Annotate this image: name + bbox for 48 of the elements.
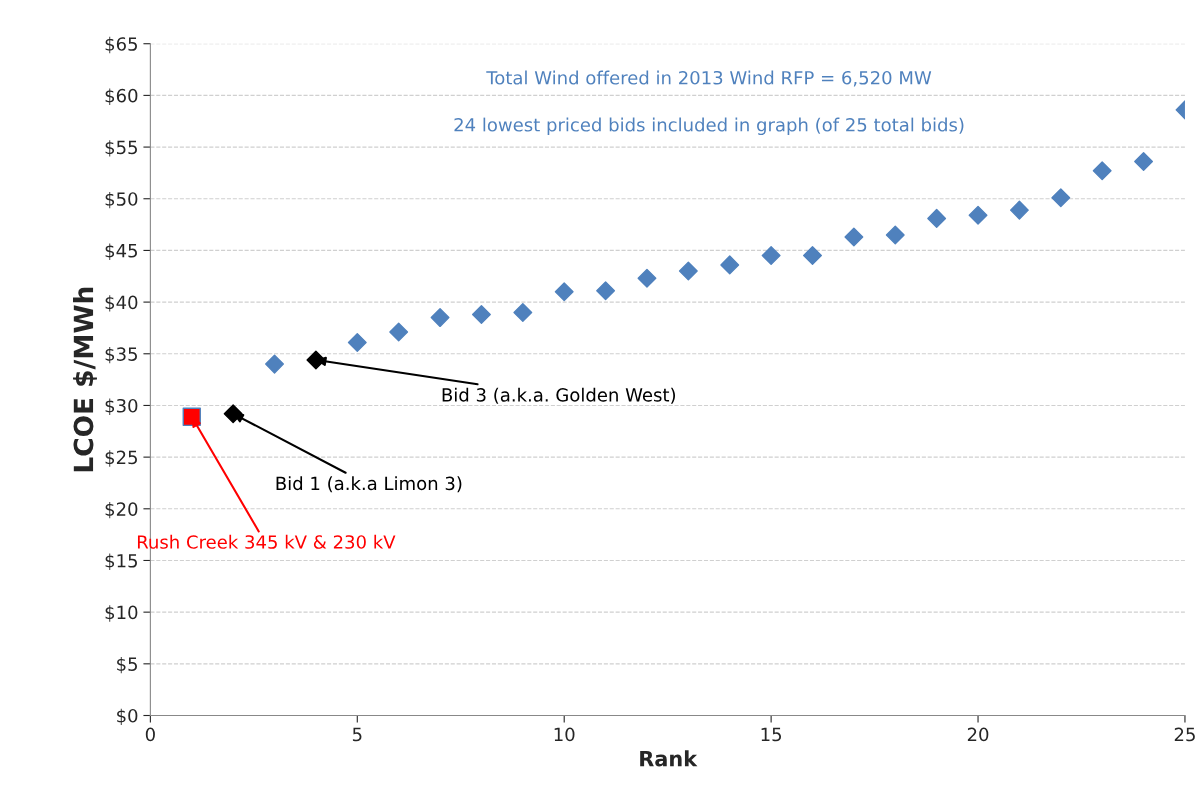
point xyxy=(720,255,740,275)
y-tick-label: $40 xyxy=(105,295,138,312)
x-tick-label: 25 xyxy=(1174,727,1195,742)
y-tick-label: $5 xyxy=(117,656,137,674)
point xyxy=(1009,200,1029,220)
y-tick-label: $10 xyxy=(105,605,138,622)
annotation: Bid 3 (a.k.a. Golden West) xyxy=(442,387,676,404)
x-tick-label: 20 xyxy=(967,727,989,742)
point xyxy=(347,332,367,352)
y-axis-title: LCOE $/MWh xyxy=(73,287,97,472)
point xyxy=(885,225,905,245)
x-tick-label: 10 xyxy=(554,727,575,742)
y-tick-label: $55 xyxy=(105,140,137,157)
point xyxy=(927,208,947,228)
point xyxy=(554,282,574,302)
y-tick-label: $65 xyxy=(105,36,137,54)
point xyxy=(968,205,988,225)
x-axis-title: Rank xyxy=(640,750,698,767)
y-tick-label: $50 xyxy=(105,191,138,209)
annotation: Bid 1 (a.k.a Limon 3) xyxy=(276,476,462,493)
point xyxy=(637,268,657,288)
point xyxy=(761,246,781,266)
point xyxy=(513,302,533,322)
y-tick-label: $45 xyxy=(105,243,137,260)
point xyxy=(596,281,616,301)
point xyxy=(1092,161,1112,181)
point xyxy=(678,261,698,281)
annotation: 24 lowest priced bids included in graph (of 25 total bids) xyxy=(454,117,964,136)
point xyxy=(265,354,285,374)
point xyxy=(803,246,822,266)
x-tick-label: 5 xyxy=(352,727,362,742)
point xyxy=(430,308,450,328)
y-tick-label: $35 xyxy=(105,346,137,364)
y-tick-label: $60 xyxy=(105,88,138,105)
y-tick-label: $25 xyxy=(105,450,137,467)
point xyxy=(471,305,491,324)
annotation: Rush Creek 345 kV & 230 kV xyxy=(137,534,396,549)
point xyxy=(1051,188,1071,208)
y-tick-label: $20 xyxy=(105,501,138,519)
y-tick-label: $15 xyxy=(105,553,137,570)
x-tick-label: 15 xyxy=(761,727,782,742)
point xyxy=(389,322,409,342)
point xyxy=(844,227,864,247)
x-tick-label: 0 xyxy=(145,727,155,742)
y-tick-label: $0 xyxy=(117,708,138,726)
annotation: Total Wind offered in 2013 Wind RFP = 6,520 MW xyxy=(486,70,932,87)
y-tick-label: $30 xyxy=(105,398,138,415)
point xyxy=(1134,152,1154,172)
